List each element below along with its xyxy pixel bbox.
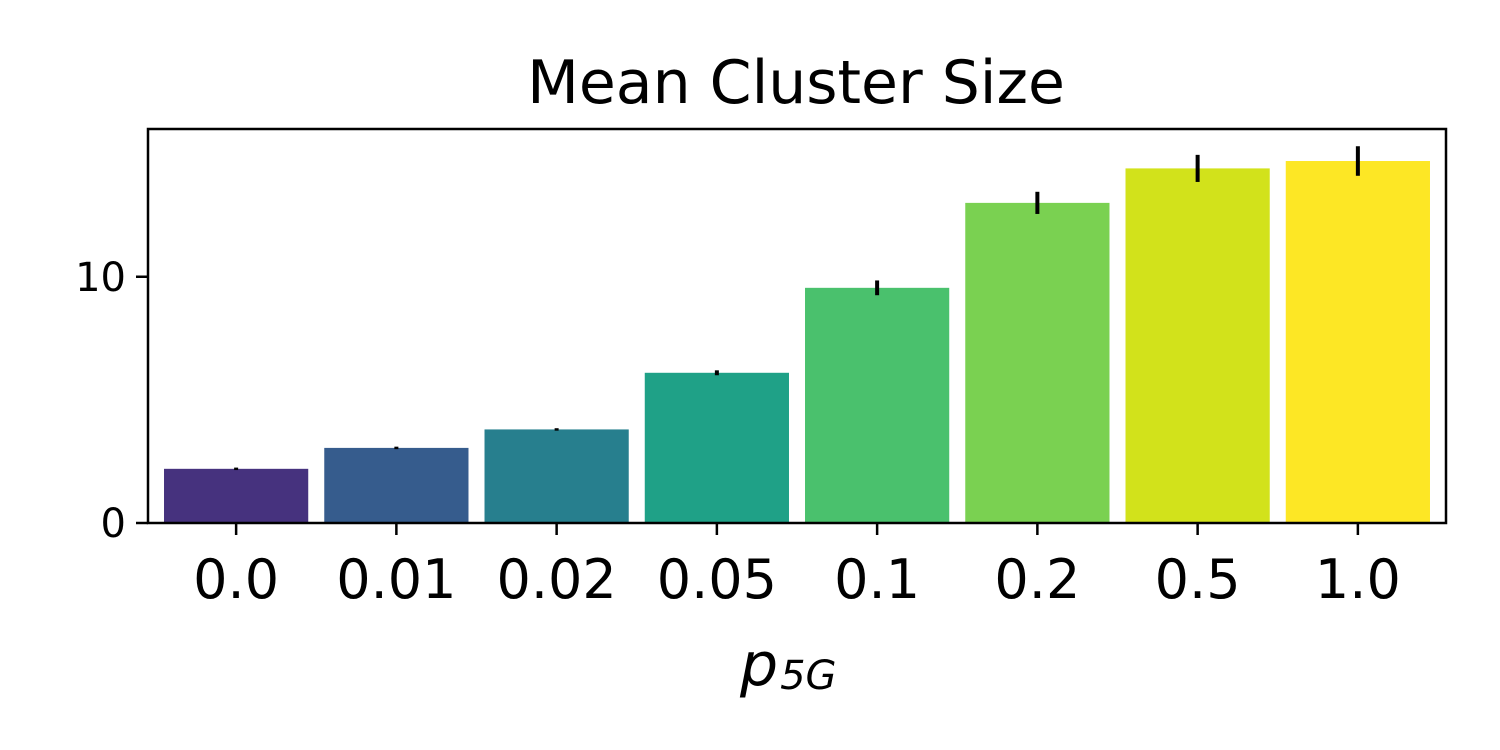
x-axis-label-subscript: 5G — [780, 653, 836, 699]
bar-0.5 — [1125, 168, 1270, 523]
x-tick-label: 0.5 — [1155, 548, 1241, 611]
y-tick-label: 0 — [101, 501, 126, 547]
x-axis: 0.0 0.01 0.02 0.05 0.1 0.2 0.5 1.0 — [193, 523, 1401, 611]
x-tick-label: 0.2 — [994, 548, 1080, 611]
bars-group — [164, 161, 1430, 523]
bar-0.01 — [324, 447, 469, 523]
x-tick-label: 0.01 — [336, 548, 456, 611]
bar-0.02 — [484, 429, 629, 523]
y-tick-label: 10 — [75, 255, 126, 301]
x-tick-label: 0.02 — [497, 548, 617, 611]
bar-0.0 — [164, 468, 309, 523]
x-tick-label: 0.05 — [657, 548, 777, 611]
y-axis: 0 10 — [75, 255, 148, 547]
bar-0.1 — [805, 287, 950, 523]
bar-0.2 — [965, 202, 1110, 523]
bar-1.0 — [1285, 161, 1430, 523]
x-axis-label-main: p — [739, 630, 778, 700]
plot-frame — [146, 127, 1448, 525]
x-tick-label: 0.1 — [834, 548, 920, 611]
x-axis-label: p5G — [739, 630, 837, 700]
bar-0.05 — [644, 372, 789, 523]
x-tick-label: 0.0 — [193, 548, 279, 611]
chart-title: Mean Cluster Size — [527, 48, 1065, 118]
x-tick-label: 1.0 — [1315, 548, 1401, 611]
errorbars-group — [234, 146, 1360, 471]
